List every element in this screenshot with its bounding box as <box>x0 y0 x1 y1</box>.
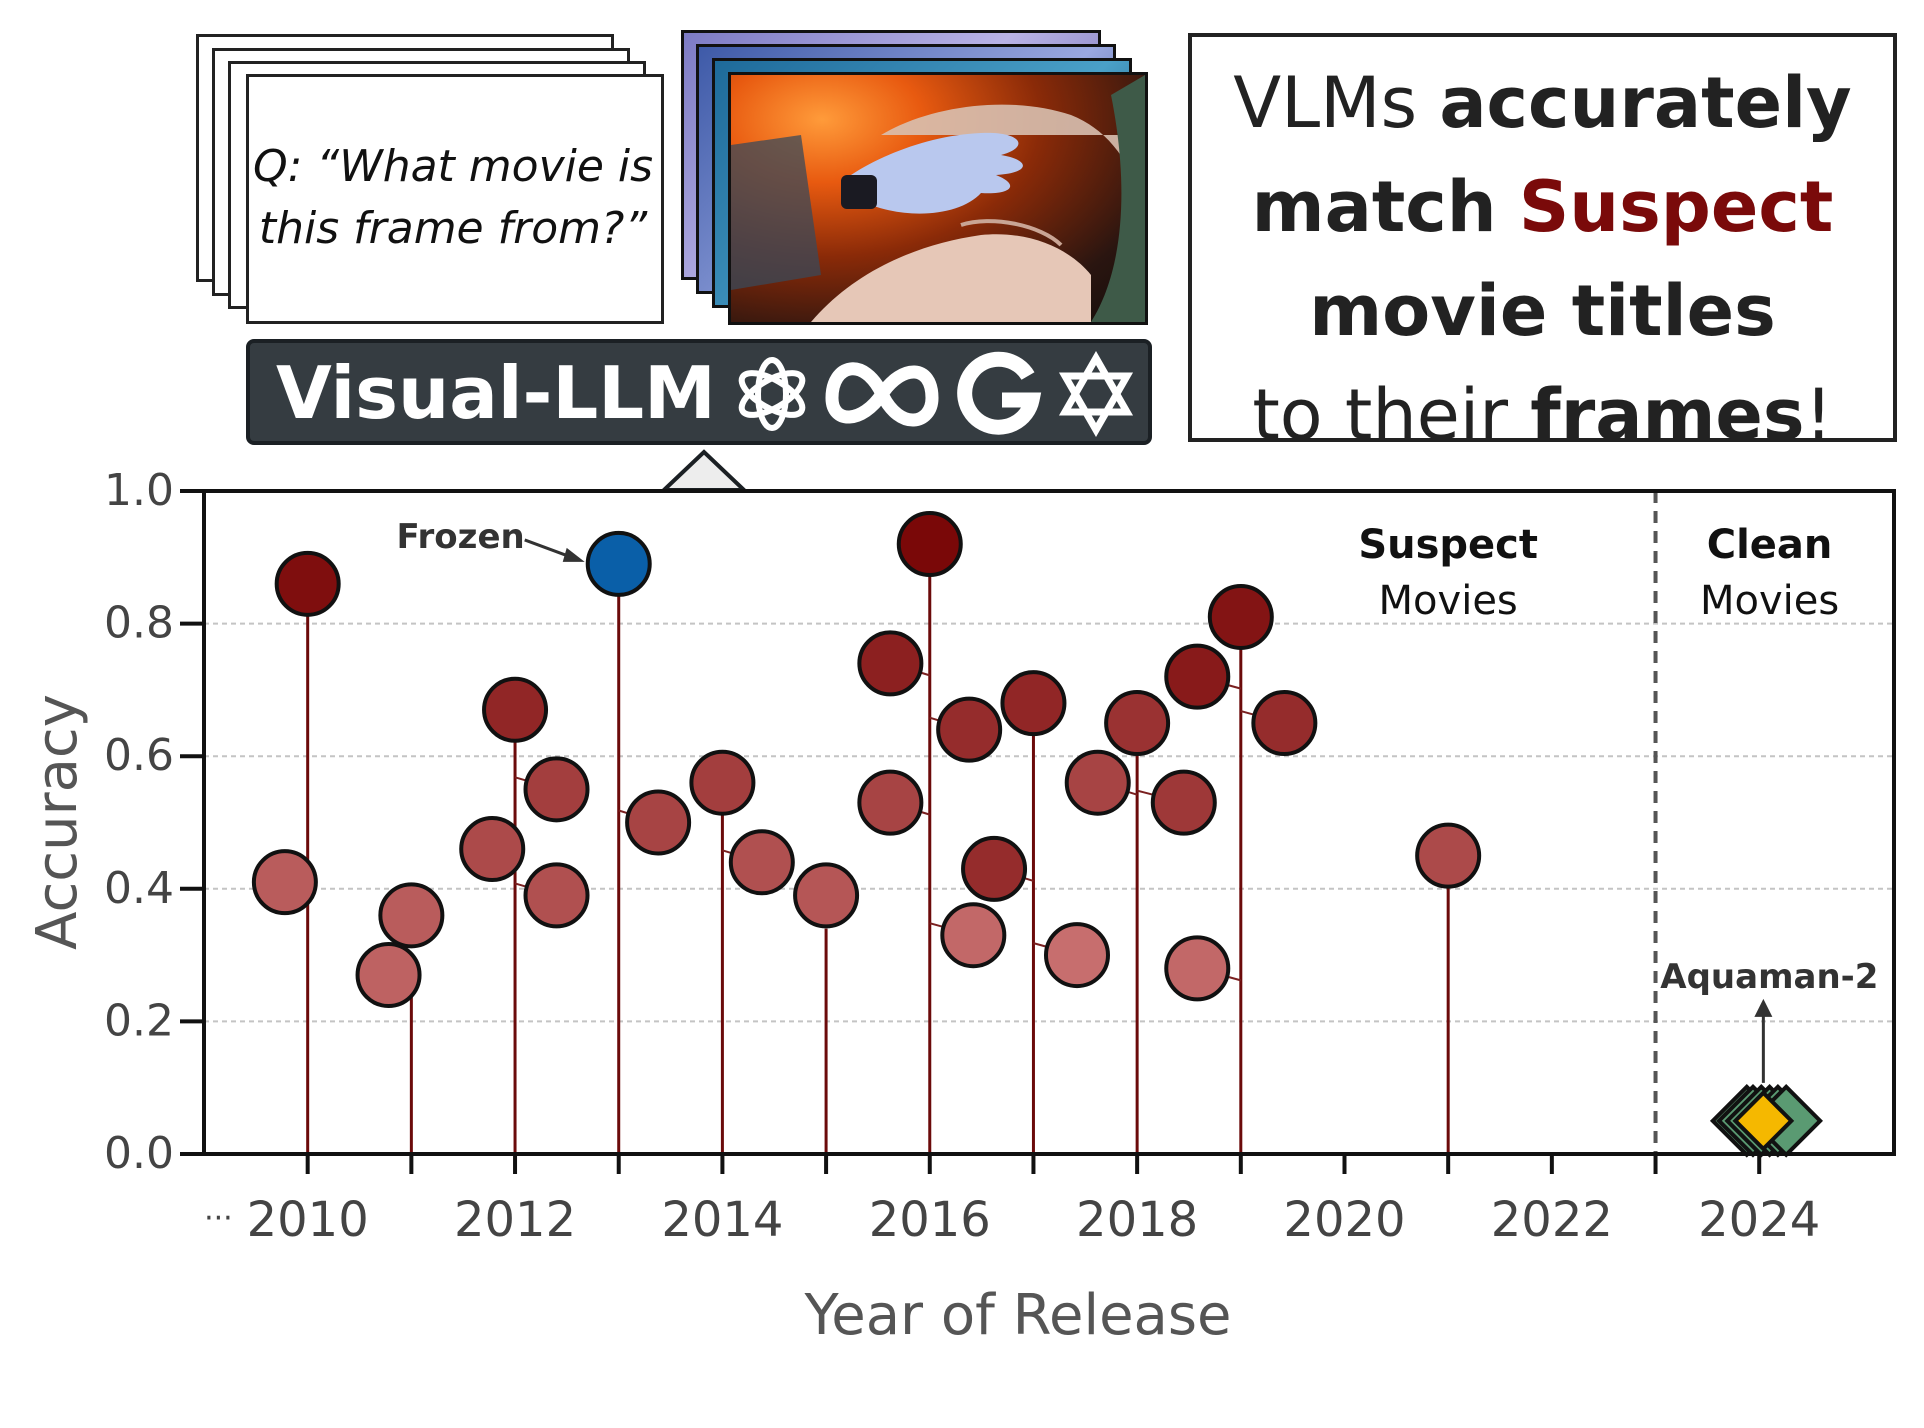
claim-word-exclaim: ! <box>1804 374 1833 456</box>
claim-word-vlms: VLMs <box>1233 62 1418 144</box>
region-labels: Suspect Movies Clean Movies <box>1358 522 1839 624</box>
x-tick-label: 2024 <box>1698 1192 1820 1248</box>
frozen-arrow-head <box>562 547 585 562</box>
suspect-point <box>355 941 422 1008</box>
suspect-point <box>896 511 963 578</box>
suspect-point <box>857 630 924 697</box>
aquaman-label: Aquaman-2 <box>1660 957 1878 997</box>
x-tick-label: 2014 <box>661 1192 783 1248</box>
x-tick-label: 2012 <box>454 1192 576 1248</box>
suspect-point <box>793 862 860 929</box>
region-subtitle: Movies <box>1700 578 1839 624</box>
claim-word-movie-titles: movie titles <box>1309 270 1776 352</box>
suspect-point <box>482 676 549 743</box>
x-tick-ellipsis: ··· <box>204 1201 233 1236</box>
claim-word-to-their: to their <box>1252 374 1508 456</box>
bar-pointer <box>658 449 750 492</box>
suspect-point <box>251 849 318 916</box>
suspect-point <box>940 902 1007 969</box>
x-tick-label: 2020 <box>1283 1192 1405 1248</box>
aquaman-arrow-head <box>1754 998 1773 1017</box>
suspect-point <box>1415 822 1482 889</box>
google-icon <box>957 351 1042 435</box>
suspect-point <box>523 756 590 823</box>
frozen-point <box>585 530 652 597</box>
meta-icon <box>825 362 939 427</box>
claim-word-frames: frames <box>1530 374 1805 456</box>
annotations: Frozen Aquaman-2 <box>396 517 1878 1083</box>
movie-frame <box>728 72 1148 325</box>
region-title: Clean <box>1707 522 1833 568</box>
gemini-icon <box>1058 351 1134 437</box>
grid <box>204 622 1894 1023</box>
y-tick-label: 0.6 <box>104 730 174 781</box>
suspect-point <box>1064 749 1131 816</box>
claim-word-accurately: accurately <box>1439 62 1852 144</box>
x-axis-label: Year of Release <box>804 1283 1232 1348</box>
clean-points <box>1709 1084 1824 1158</box>
y-axis-label: Accuracy <box>25 694 90 950</box>
suspect-point <box>1164 643 1231 710</box>
claim-box: VLMs accurately match Suspect movie titl… <box>1188 33 1897 456</box>
suspect-point <box>936 696 1003 763</box>
suspect-point <box>1207 583 1274 650</box>
region-subtitle: Movies <box>1379 578 1518 624</box>
y-tick-label: 0.8 <box>104 598 174 649</box>
y-tick-label: 0.0 <box>104 1128 174 1179</box>
visual-llm-label: Visual-LLM <box>276 351 716 435</box>
x-tick-label: 2010 <box>247 1192 369 1248</box>
question-line-2: this frame from?” <box>258 203 648 254</box>
question-card <box>246 74 664 324</box>
points <box>251 511 1482 1008</box>
openai-icon <box>738 357 806 431</box>
aquaman-point <box>1732 1090 1795 1152</box>
claim-word-suspect: Suspect <box>1518 166 1834 248</box>
suspect-point <box>378 882 445 949</box>
question-line-1: Q: “What movie is <box>252 141 654 192</box>
suspect-point <box>1043 922 1110 989</box>
suspect-point <box>523 862 590 929</box>
movie-frame-hands <box>731 75 1145 322</box>
claim-line-1: VLMs accurately <box>1192 51 1893 155</box>
plot-frame <box>202 489 1896 1156</box>
suspect-point <box>1000 670 1067 737</box>
suspect-point <box>689 749 756 816</box>
y-tick-label: 0.4 <box>104 863 174 914</box>
suspect-point <box>459 816 526 883</box>
suspect-point <box>274 550 341 617</box>
suspect-point <box>857 769 924 836</box>
claim-line-3: movie titles <box>1192 259 1893 363</box>
visual-llm-bar: Visual-LLM <box>246 339 1152 445</box>
frozen-label: Frozen <box>396 517 524 557</box>
claim-word-match: match <box>1251 166 1497 248</box>
x-tick-label: 2018 <box>1076 1192 1198 1248</box>
suspect-point <box>961 835 1028 902</box>
suspect-point <box>1164 935 1231 1002</box>
suspect-point <box>625 789 692 856</box>
suspect-point <box>1150 769 1217 836</box>
claim-line-4: to their frames! <box>1192 363 1893 467</box>
model-logos <box>738 351 1134 437</box>
x-axis: 2010 2012 2014 2016 2018 2020 2022 2024 ··· <box>204 1154 1820 1248</box>
suspect-point <box>1104 690 1171 757</box>
y-tick-label: 1.0 <box>104 465 174 516</box>
y-axis: 0.0 0.2 0.4 0.6 0.8 1.0 <box>104 465 204 1179</box>
x-tick-label: 2016 <box>869 1192 991 1248</box>
region-title: Suspect <box>1358 522 1538 568</box>
y-tick-label: 0.2 <box>104 995 174 1046</box>
suspect-point <box>728 829 795 896</box>
claim-line-2: match Suspect <box>1192 155 1893 259</box>
suspect-point <box>1251 690 1318 757</box>
x-tick-label: 2022 <box>1491 1192 1613 1248</box>
question-text: Q: “What movie is this frame from?” <box>248 136 658 260</box>
